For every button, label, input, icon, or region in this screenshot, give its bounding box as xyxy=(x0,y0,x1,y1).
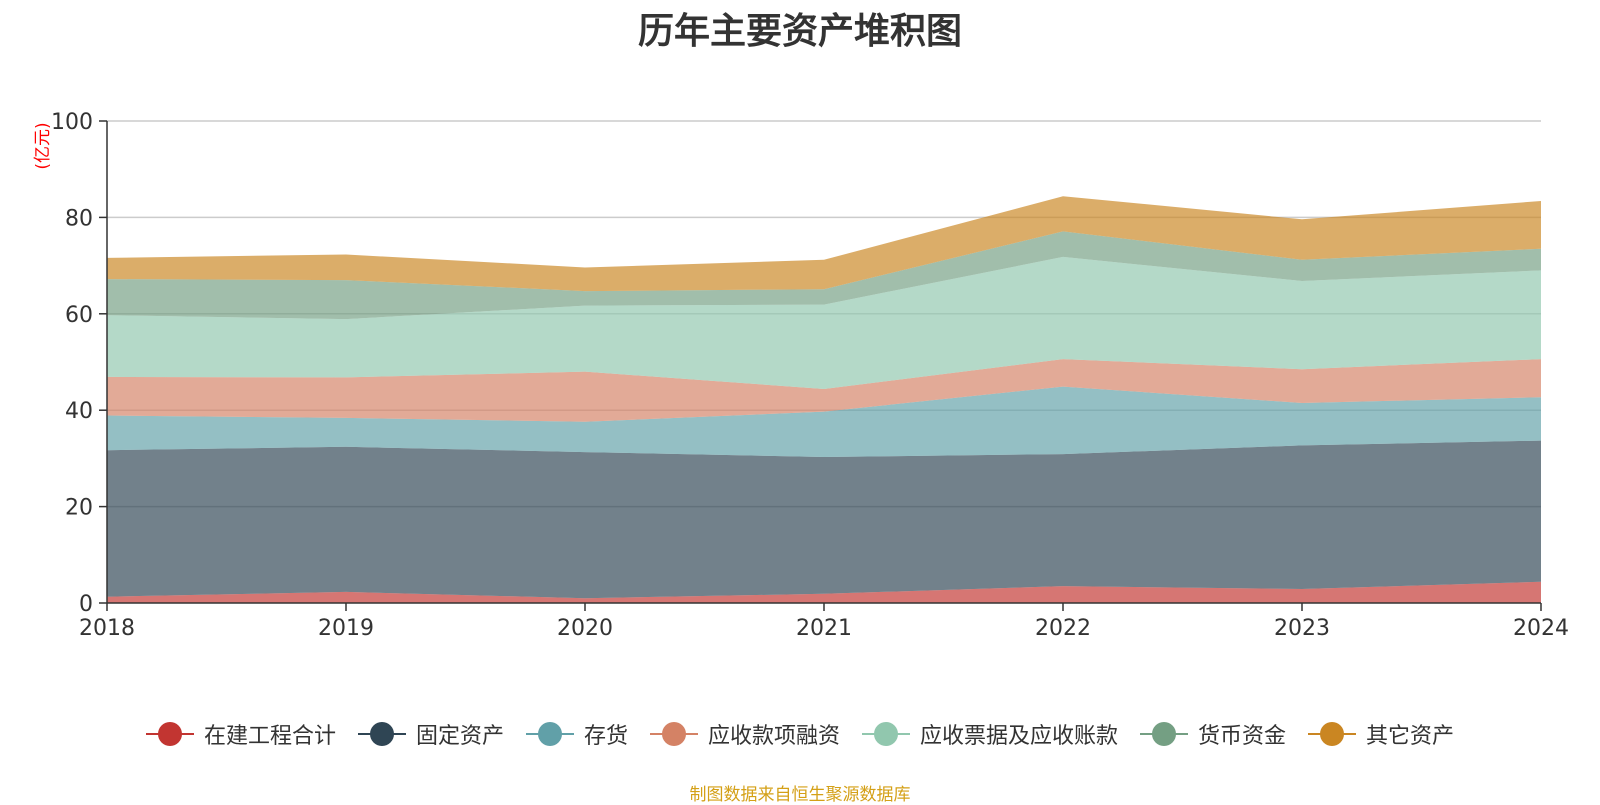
x-tick-label: 2023 xyxy=(1274,616,1330,641)
legend-marker-icon xyxy=(862,722,910,746)
y-tick-label: 0 xyxy=(79,592,93,617)
x-tick-label: 2019 xyxy=(318,616,374,641)
x-tick-label: 2021 xyxy=(796,616,852,641)
y-tick-label: 40 xyxy=(65,399,93,424)
legend-dot-icon xyxy=(661,722,686,746)
legend-item-1[interactable]: 固定资产 xyxy=(357,718,504,750)
legend-item-3[interactable]: 应收款项融资 xyxy=(649,718,840,750)
x-tick-label: 2020 xyxy=(557,616,613,641)
legend-marker-icon xyxy=(1308,722,1357,746)
legend-item-4[interactable]: 应收票据及应收账款 xyxy=(862,718,1118,750)
area-series-6[interactable] xyxy=(107,196,1541,292)
legend-dot-icon xyxy=(537,722,562,746)
y-tick-label: 100 xyxy=(51,110,93,135)
legend-marker-icon xyxy=(1140,722,1189,746)
area-series-5[interactable] xyxy=(107,231,1541,320)
legend-marker-icon xyxy=(525,722,574,746)
legend-dot-icon xyxy=(1320,722,1345,746)
legend-item-0[interactable]: 在建工程合计 xyxy=(145,718,336,750)
area-series-3[interactable] xyxy=(107,359,1541,422)
legend-label: 存货 xyxy=(583,724,628,749)
legend-marker-icon xyxy=(649,722,698,746)
legend-dot-icon xyxy=(369,722,394,746)
area-series-0[interactable] xyxy=(107,581,1541,603)
y-tick-label: 80 xyxy=(65,206,93,231)
legend-label: 应收款项融资 xyxy=(707,724,840,749)
area-series-4[interactable] xyxy=(107,256,1541,389)
legend-marker-icon xyxy=(357,722,406,746)
legend-item-5[interactable]: 货币资金 xyxy=(1140,718,1286,750)
area-series-1[interactable] xyxy=(107,440,1541,599)
y-axis-unit-label: (亿元) xyxy=(33,122,53,169)
stacked-areas xyxy=(107,196,1541,603)
legend-label: 在建工程合计 xyxy=(203,724,336,749)
y-tick-label: 20 xyxy=(65,496,93,521)
legend-marker-icon xyxy=(145,722,194,746)
legend-item-2[interactable]: 存货 xyxy=(525,718,628,750)
data-source-note: 制图数据来自恒生聚源数据库 xyxy=(689,785,911,805)
y-tick-label: 60 xyxy=(65,303,93,328)
x-tick-label: 2024 xyxy=(1513,616,1569,641)
legend-dot-icon xyxy=(874,722,898,746)
legend-label: 货币资金 xyxy=(1198,724,1287,749)
x-tick-label: 2022 xyxy=(1035,616,1091,641)
legend-item-6[interactable]: 其它资产 xyxy=(1308,718,1454,750)
area-series-2[interactable] xyxy=(107,386,1541,457)
legend: 在建工程合计 固定资产 存货 应收款项融资 应收票据及应收账款 货币资金 其它资产 xyxy=(0,718,1600,750)
legend-dot-icon xyxy=(1152,722,1177,746)
x-tick-label: 2018 xyxy=(79,616,135,641)
legend-label: 应收票据及应收账款 xyxy=(920,724,1119,749)
legend-label: 其它资产 xyxy=(1366,724,1455,749)
legend-label: 固定资产 xyxy=(415,724,504,749)
chart-title: 历年主要资产堆积图 xyxy=(637,11,962,52)
axes: 0 20 40 60 80 100 2018 2019 2020 2021 2022 2023 2024 xyxy=(51,110,1569,641)
legend-dot-icon xyxy=(157,722,182,746)
